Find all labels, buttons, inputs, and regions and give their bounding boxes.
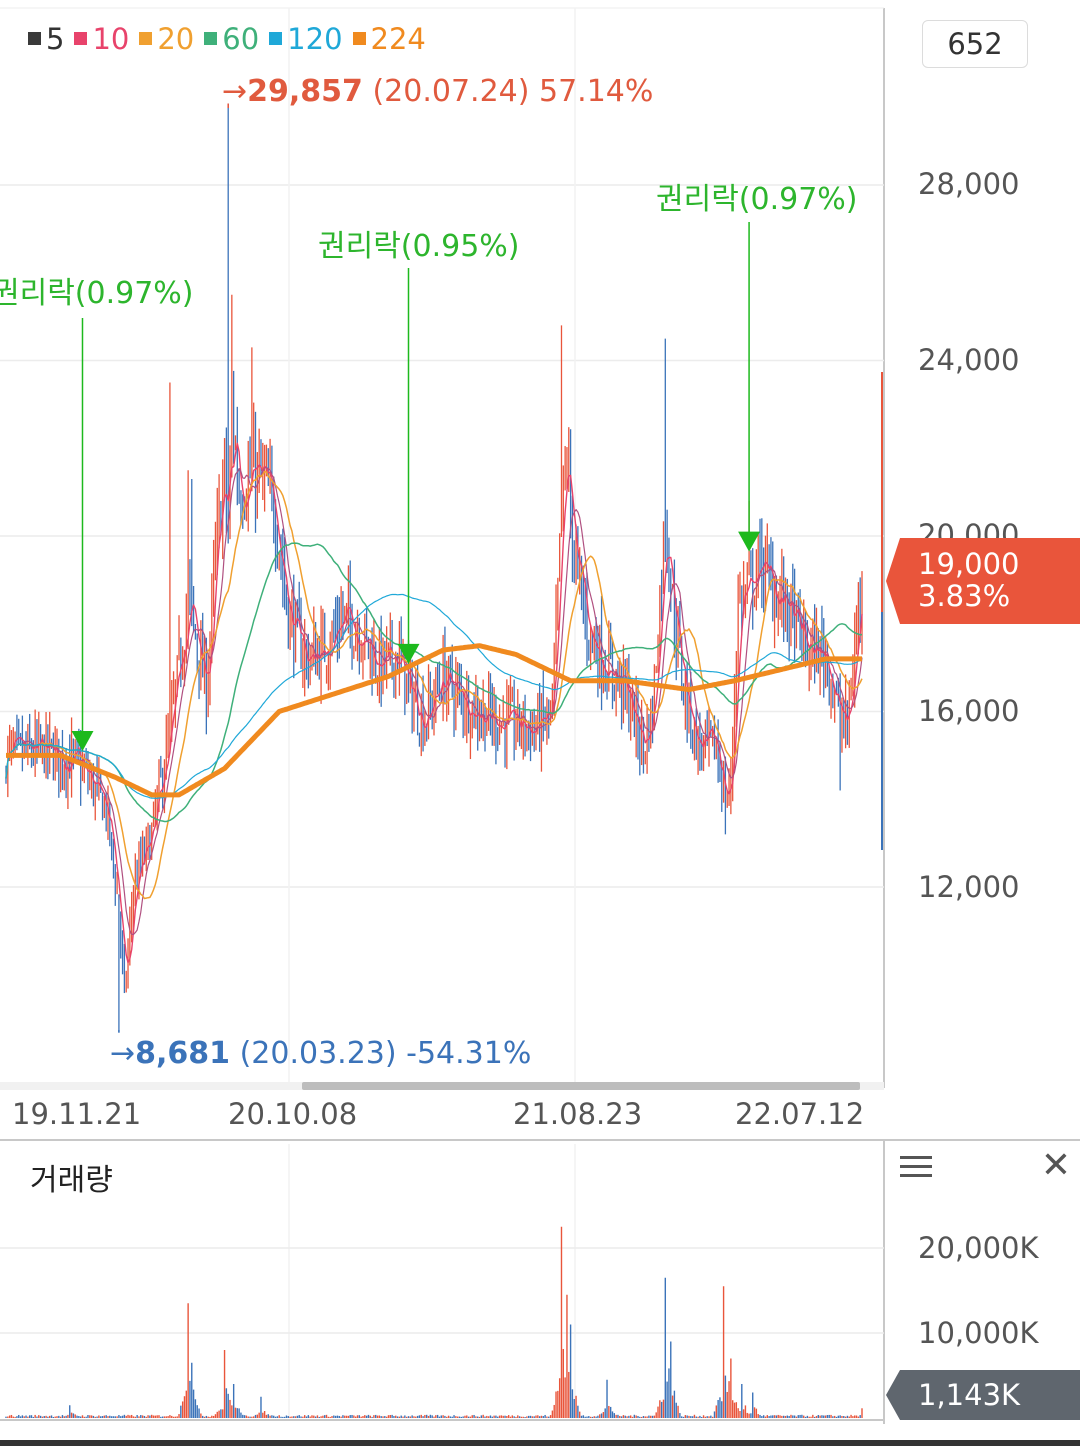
legend-label: 60 [222,22,260,56]
legend-item-ma10[interactable]: 10 [74,22,129,56]
max-price-annotation: →29,857 (20.07.24) 57.14% [222,74,653,109]
min-value: 8,681 [135,1036,231,1071]
legend-swatch [28,31,41,45]
ex-dividend-triangle [397,643,420,664]
y-tick-label: 24,000 [918,343,1020,377]
ex-dividend-label-2: 권리락(0.95%) [318,229,520,264]
close-icon[interactable]: ✕ [1040,1145,1072,1186]
min-arrow: → [110,1036,136,1071]
legend-label: 10 [92,22,130,56]
y-tick-label: 16,000 [918,694,1020,728]
ma-legend: 5 10 20 60 120 224 [28,22,436,56]
min-detail: (20.03.23) -54.31% [239,1036,532,1071]
max-value: 29,857 [247,74,363,109]
ma224-line [5,643,863,798]
legend-swatch [269,31,283,45]
scroll-thumb [302,1082,860,1090]
ex-dividend-triangle [71,731,94,752]
x-tick-label: 22.07.12 [735,1097,865,1131]
legend-swatch [204,31,218,45]
legend-item-ma5[interactable]: 5 [28,22,64,56]
current-price-change: 3.83% [918,579,1011,613]
min-price-annotation: →8,681 (20.03.23) -54.31% [110,1036,531,1071]
legend-swatch [74,31,88,45]
current-volume-tag: 1,143K [886,1370,1080,1420]
ma60-line [5,542,863,823]
x-tick-label: 19.11.21 [12,1097,142,1131]
current-price-value: 19,000 [918,547,1020,581]
legend-swatch [352,31,366,45]
volume-tick-label: 20,000K [918,1231,1039,1265]
legend-swatch [139,31,153,45]
ma20-line [5,470,863,900]
ex-dividend-triangle [738,531,761,552]
legend-item-ma120[interactable]: 120 [269,22,343,56]
current-volume-value: 1,143K [918,1378,1021,1412]
ex-dividend-label-3: 권리락(0.97%) [656,182,858,217]
legend-label: 20 [157,22,195,56]
x-tick-label: 20.10.08 [228,1097,358,1131]
hamburger-menu-icon[interactable] [900,1152,932,1180]
max-detail: (20.07.24) 57.14% [372,74,654,109]
ma5-line [5,442,863,964]
legend-item-ma20[interactable]: 20 [139,22,194,56]
legend-item-ma224[interactable]: 224 [352,22,426,56]
legend-label: 5 [46,22,65,56]
ma120-line [5,593,863,799]
volume-panel-title: 거래량 [30,1163,113,1198]
legend-item-ma60[interactable]: 60 [204,22,259,56]
period-count-box[interactable]: 652 [922,20,1028,68]
max-arrow: → [222,74,248,109]
ex-dividend-label-1: 권리락(0.97%) [0,276,194,311]
ma10-line [5,467,863,935]
volume-tick-label: 10,000K [918,1316,1039,1350]
legend-label: 120 [287,22,343,56]
y-tick-label: 28,000 [918,167,1020,201]
bottom-bar [0,1440,1080,1446]
y-tick-label: 12,000 [918,870,1020,904]
x-tick-label: 21.08.23 [513,1097,643,1131]
legend-label: 224 [370,22,426,56]
current-price-tag: 19,000 3.83% [886,538,1080,624]
